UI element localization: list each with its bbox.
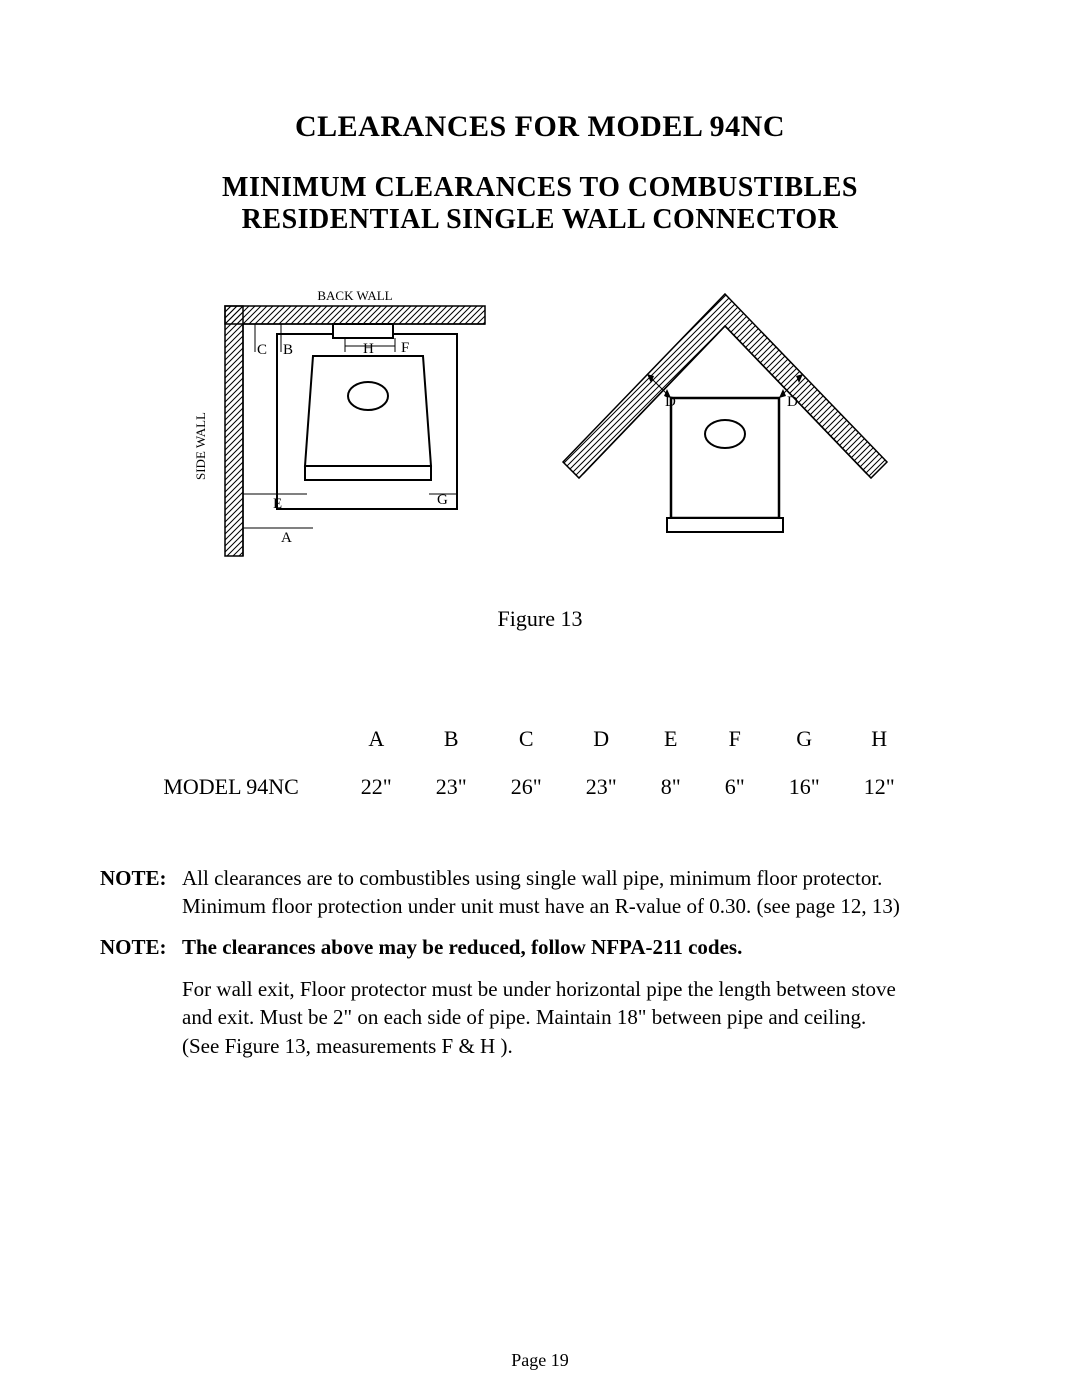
table-row: MODEL 94NC 22" 23" 26" 23" 8" 6" 16" 12" <box>163 770 916 804</box>
title-line-2: MINIMUM CLEARANCES TO COMBUSTIBLES <box>100 172 980 204</box>
col-E: E <box>639 722 703 770</box>
note-2-body: The clearances above may be reduced, fol… <box>182 933 980 961</box>
clearance-table-wrap: A B C D E F G H MODEL 94NC 22" 23" 26" 2… <box>100 722 980 804</box>
note-1-body: All clearances are to combustibles using… <box>182 864 980 921</box>
val-B: 23" <box>414 770 489 804</box>
note-1-line1: All clearances are to combustibles using… <box>182 866 882 890</box>
label-F: F <box>401 340 409 356</box>
note-3: For wall exit, Floor protector must be u… <box>182 975 980 1060</box>
col-D: D <box>564 722 639 770</box>
note-1-label: NOTE: <box>100 864 182 921</box>
val-H: 12" <box>842 770 917 804</box>
col-G: G <box>767 722 842 770</box>
label-E: E <box>273 496 282 512</box>
row-label: MODEL 94NC <box>163 770 338 804</box>
col-A: A <box>339 722 414 770</box>
note-1: NOTE: All clearances are to combustibles… <box>100 864 980 921</box>
figure-row: BACK WALL SIDE WALL C B H F E G A <box>100 286 980 576</box>
back-wall-label: BACK WALL <box>317 288 392 303</box>
col-C: C <box>489 722 564 770</box>
note-3-line3: (See Figure 13, measurements F & H ). <box>182 1034 513 1058</box>
val-G: 16" <box>767 770 842 804</box>
page: CLEARANCES FOR MODEL 94NC MINIMUM CLEARA… <box>0 0 1080 1397</box>
label-G: G <box>437 492 448 508</box>
val-A: 22" <box>339 770 414 804</box>
table-header-row: A B C D E F G H <box>163 722 916 770</box>
col-F: F <box>703 722 767 770</box>
title-line-1: CLEARANCES FOR MODEL 94NC <box>100 110 980 144</box>
note-2: NOTE: The clearances above may be reduce… <box>100 933 980 961</box>
label-A: A <box>281 530 292 546</box>
note-3-line2: and exit. Must be 2" on each side of pip… <box>182 1005 866 1029</box>
side-wall-label: SIDE WALL <box>193 412 208 480</box>
diagram-left: BACK WALL SIDE WALL C B H F E G A <box>185 286 495 576</box>
title-block: CLEARANCES FOR MODEL 94NC MINIMUM CLEARA… <box>100 110 980 236</box>
note-3-line1: For wall exit, Floor protector must be u… <box>182 977 896 1001</box>
notes-section: NOTE: All clearances are to combustibles… <box>100 864 980 1060</box>
label-H: H <box>363 341 374 357</box>
col-B: B <box>414 722 489 770</box>
label-C: C <box>257 342 267 358</box>
val-E: 8" <box>639 770 703 804</box>
note-1-line2: Minimum floor protection under unit must… <box>182 894 900 918</box>
val-D: 23" <box>564 770 639 804</box>
figure-caption: Figure 13 <box>100 606 980 632</box>
label-D-left: D <box>665 394 676 410</box>
label-B: B <box>283 342 293 358</box>
val-C: 26" <box>489 770 564 804</box>
note-2-label: NOTE: <box>100 933 182 961</box>
label-D-right: D <box>787 394 798 410</box>
clearance-table: A B C D E F G H MODEL 94NC 22" 23" 26" 2… <box>163 722 916 804</box>
page-number: Page 19 <box>0 1350 1080 1371</box>
title-line-3: RESIDENTIAL SINGLE WALL CONNECTOR <box>100 204 980 236</box>
diagram-right: D D <box>555 286 895 576</box>
col-H: H <box>842 722 917 770</box>
val-F: 6" <box>703 770 767 804</box>
